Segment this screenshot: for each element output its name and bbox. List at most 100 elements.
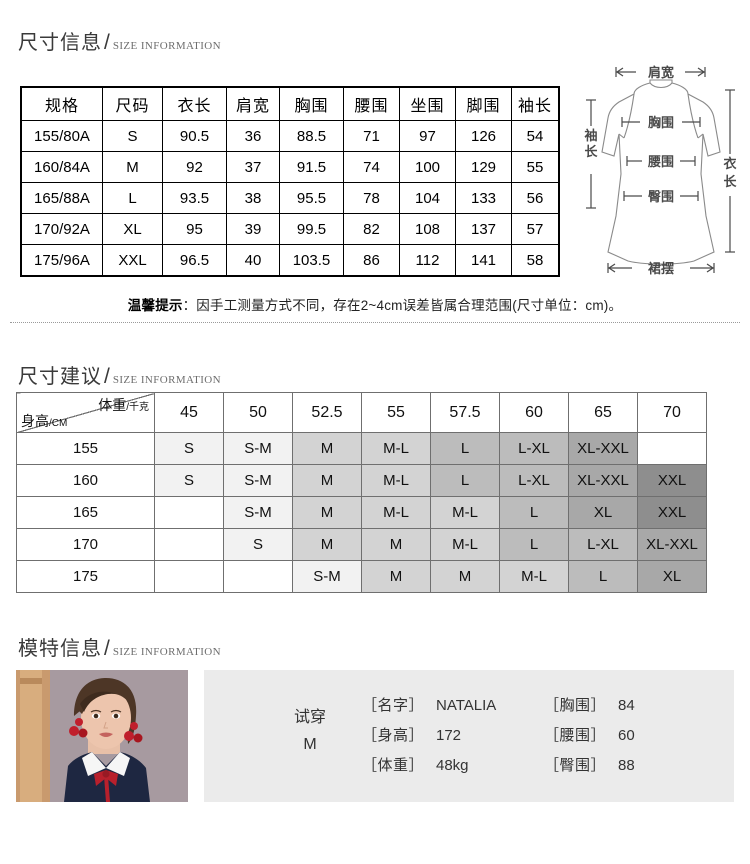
label-sleeve-length: 袖: [584, 128, 597, 143]
model-photo-illustration: [16, 670, 188, 802]
hip-arrow: [623, 191, 699, 201]
advice-cell-r2-c1: S-M: [223, 496, 293, 529]
table-row: 175 S-M M M M-L L XL: [16, 560, 707, 593]
model-info-heading: 模特信息 / SIZE INFORMATION: [18, 632, 221, 661]
notice-warm-label: 温馨提示: [127, 298, 183, 313]
label-garment-length: 衣: [723, 156, 736, 171]
model-info-column-left: ［名字］ NATALIA ［身高］ 172 ［体重］ 48kg: [362, 694, 496, 784]
spec-cell-r2-c1: L: [102, 182, 163, 214]
size-advice-heading-slash: /: [104, 365, 110, 388]
section-divider: [10, 322, 740, 323]
model-right-row-1: ［腰围］ 60: [544, 724, 635, 754]
spec-header-cell-0: 规格: [20, 86, 103, 121]
model-left-key-0: ［名字］: [362, 697, 425, 714]
model-left-key-2: ［体重］: [362, 757, 425, 774]
shoulder-width-arrow: [615, 67, 706, 77]
dress-measurement-diagram: 肩宽 胸围 腰围 臀围: [572, 56, 750, 282]
model-info-block: 试穿 M ［名字］ NATALIA ［身高］ 172 ［体重］ 48kg ［胸围］ 84 ［腰…: [16, 670, 734, 802]
spec-cell-r4-c1: XXL: [102, 244, 163, 277]
model-info-heading-slash: /: [104, 637, 110, 660]
size-info-heading: 尺寸信息 / SIZE INFORMATION: [18, 26, 221, 55]
model-right-key-2: ［臀围］: [544, 757, 607, 774]
corner-height-label: 身高/CM: [21, 413, 68, 429]
size-info-heading-cn: 尺寸信息: [18, 32, 102, 54]
spec-cell-r0-c7: 126: [455, 120, 512, 152]
advice-cell-r0-c1: S-M: [223, 432, 293, 465]
model-left-value-2: 48kg: [436, 757, 469, 774]
spec-header-cell-1: 尺码: [102, 86, 163, 121]
garment-length-arrow: [725, 89, 735, 253]
advice-cell-r1-c1: S-M: [223, 464, 293, 497]
spec-cell-r0-c5: 71: [343, 120, 400, 152]
label-bust: 胸围: [648, 115, 674, 130]
advice-cell-r0-c7: [637, 432, 707, 465]
spec-table-header-row: 规格 尺码 衣长 肩宽 胸围 腰围 坐围 脚围 袖长: [20, 86, 560, 121]
model-left-value-1: 172: [436, 727, 462, 744]
spec-cell-r4-c5: 86: [343, 244, 400, 277]
spec-cell-r4-c4: 103.5: [279, 244, 344, 277]
advice-cell-r1-c0: S: [154, 464, 224, 497]
spec-cell-r3-c5: 82: [343, 213, 400, 245]
spec-cell-r2-c6: 104: [399, 182, 456, 214]
advice-cell-r0-c0: S: [154, 432, 224, 465]
table-row: 165 S-M M M-L M-L L XL XXL: [16, 496, 707, 529]
advice-height-header-0: 155: [16, 432, 155, 465]
advice-cell-r3-c0: [154, 528, 224, 561]
advice-cell-r0-c4: L: [430, 432, 500, 465]
model-left-row-1: ［身高］ 172: [362, 724, 496, 754]
advice-cell-r1-c4: L: [430, 464, 500, 497]
advice-cell-r4-c5: M-L: [499, 560, 569, 593]
advice-weight-header-7: 70: [637, 392, 707, 433]
advice-cell-r0-c5: L-XL: [499, 432, 569, 465]
spec-cell-r0-c8: 54: [511, 120, 560, 152]
advice-cell-r2-c6: XL: [568, 496, 638, 529]
spec-cell-r0-c0: 155/80A: [20, 120, 103, 152]
table-row: 160/84A M 92 37 91.5 74 100 129 55: [20, 151, 560, 183]
spec-cell-r2-c8: 56: [511, 182, 560, 214]
model-left-key-1: ［身高］: [362, 727, 425, 744]
table-row: 165/88A L 93.5 38 95.5 78 104 133 56: [20, 182, 560, 214]
advice-weight-header-1: 50: [223, 392, 293, 433]
label-hem: 裙摆: [648, 261, 674, 276]
advice-cell-r1-c3: M-L: [361, 464, 431, 497]
advice-height-header-4: 175: [16, 560, 155, 593]
spec-cell-r3-c2: 95: [162, 213, 227, 245]
advice-weight-header-6: 65: [568, 392, 638, 433]
advice-cell-r4-c0: [154, 560, 224, 593]
model-right-value-2: 88: [618, 757, 635, 774]
sleeve-length-arrow: [586, 99, 596, 209]
spec-cell-r1-c8: 55: [511, 151, 560, 183]
measurement-notice: 温馨提示：因手工测量方式不同，存在2~4cm误差皆属合理范围(尺寸单位：cm)。: [0, 294, 750, 314]
model-right-key-1: ［腰围］: [544, 727, 607, 744]
table-row: 170 S M M M-L L L-XL XL-XXL: [16, 528, 707, 561]
advice-height-header-3: 170: [16, 528, 155, 561]
label-shoulder-width: 肩宽: [648, 65, 674, 80]
advice-cell-r4-c2: S-M: [292, 560, 362, 593]
table-row: 155/80A S 90.5 36 88.5 71 97 126 54: [20, 120, 560, 152]
spec-cell-r2-c2: 93.5: [162, 182, 227, 214]
advice-weight-header-0: 45: [154, 392, 224, 433]
spec-table-body: 155/80A S 90.5 36 88.5 71 97 126 54 160/84A M 92 37 9…: [20, 120, 560, 277]
advice-cell-r0-c2: M: [292, 432, 362, 465]
spec-header-cell-7: 脚围: [455, 86, 512, 121]
advice-cell-r2-c0: [154, 496, 224, 529]
advice-cell-r1-c6: XL-XXL: [568, 464, 638, 497]
spec-cell-r0-c4: 88.5: [279, 120, 344, 152]
spec-cell-r0-c2: 90.5: [162, 120, 227, 152]
size-info-heading-en: SIZE INFORMATION: [112, 40, 221, 52]
spec-cell-r1-c7: 129: [455, 151, 512, 183]
model-photo: [16, 670, 188, 802]
spec-cell-r1-c4: 91.5: [279, 151, 344, 183]
hem-width-arrow: [607, 263, 715, 273]
size-advice-heading-cn: 尺寸建议: [18, 366, 102, 388]
advice-cell-r3-c1: S: [223, 528, 293, 561]
size-advice-table: 体重/千克 身高/CM 45 50 52.5 55 57.5 60 65 70 155 S S-M M M-…: [16, 392, 707, 593]
spec-cell-r3-c6: 108: [399, 213, 456, 245]
advice-corner-cell: 体重/千克 身高/CM: [16, 392, 155, 433]
advice-cell-r3-c3: M: [361, 528, 431, 561]
advice-cell-r1-c2: M: [292, 464, 362, 497]
advice-cell-r3-c7: XL-XXL: [637, 528, 707, 561]
advice-cell-r1-c5: L-XL: [499, 464, 569, 497]
fit-size-text: M: [303, 736, 317, 753]
spec-cell-r2-c7: 133: [455, 182, 512, 214]
